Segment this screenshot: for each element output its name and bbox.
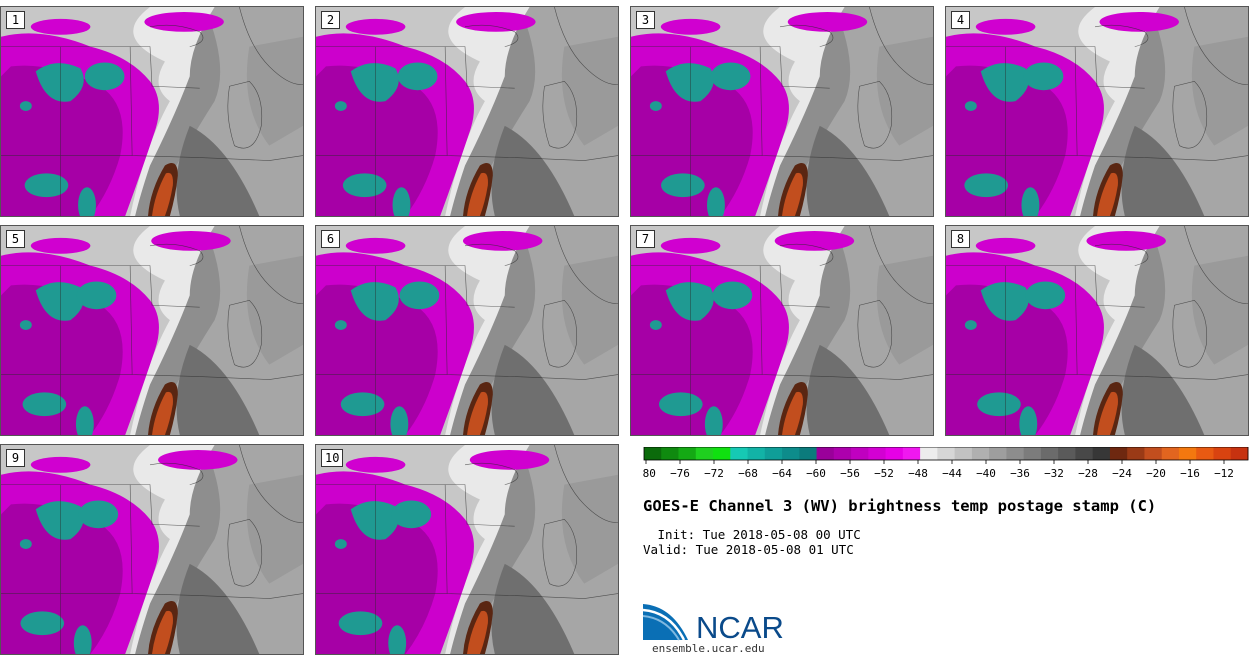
stamp-number: 8 xyxy=(951,230,970,248)
postage-stamp-9: 9 xyxy=(0,444,304,655)
colorbar-segment xyxy=(661,447,679,460)
colorbar-segment xyxy=(989,447,1007,460)
colorbar-segment xyxy=(764,447,783,460)
colorbar-segment xyxy=(747,447,766,460)
colorbar-segment xyxy=(1144,447,1163,460)
colorbar-tick-label: −28 xyxy=(1078,467,1098,480)
postage-stamp-8: 8 xyxy=(945,225,1249,436)
colorbar-segment xyxy=(799,447,817,460)
colorbar-segment xyxy=(1006,447,1025,460)
colorbar-tick-label: −40 xyxy=(976,467,996,480)
colorbar-segment xyxy=(902,447,921,460)
init-time: Init: Tue 2018-05-08 00 UTC xyxy=(650,527,861,542)
colorbar-tick-label: −56 xyxy=(840,467,860,480)
svg-text:NCAR: NCAR xyxy=(696,610,784,644)
colorbar-tick-label: −12 xyxy=(1214,467,1234,480)
postage-stamp-4: 4 xyxy=(945,6,1249,217)
colorbar-tick-label: −44 xyxy=(942,467,962,480)
postage-stamp-3: 3 xyxy=(630,6,934,217)
colorbar-tick-label: −64 xyxy=(772,467,792,480)
colorbar-segment xyxy=(644,447,662,460)
stamp-map-7 xyxy=(631,226,933,435)
colorbar-segment xyxy=(920,447,938,460)
colorbar-segment xyxy=(868,447,886,460)
colorbar-segment xyxy=(1075,447,1094,460)
postage-stamp-6: 6 xyxy=(315,225,619,436)
colorbar-segment xyxy=(1178,447,1197,460)
colorbar-segment xyxy=(678,447,697,460)
stamp-number: 10 xyxy=(321,449,344,467)
stamp-map-10 xyxy=(316,445,618,654)
colorbar-tick-label: −80 xyxy=(643,467,656,480)
ncar-logo: NCAR xyxy=(642,604,784,644)
colorbar-segment xyxy=(1213,447,1232,460)
stamp-number: 1 xyxy=(6,11,25,29)
postage-stamp-5: 5 xyxy=(0,225,304,436)
stamp-number: 5 xyxy=(6,230,25,248)
stamp-number: 2 xyxy=(321,11,340,29)
colorbar-tick-label: −36 xyxy=(1010,467,1030,480)
colorbar-tick-label: −20 xyxy=(1146,467,1166,480)
colorbar-segment xyxy=(816,447,835,460)
colorbar-tick-label: −52 xyxy=(874,467,894,480)
colorbar-tick-label: −60 xyxy=(806,467,826,480)
colorbar-segment xyxy=(1092,447,1111,460)
colorbar-segment xyxy=(1230,447,1249,460)
stamp-number: 7 xyxy=(636,230,655,248)
stamp-map-6 xyxy=(316,226,618,435)
colorbar-segment xyxy=(695,447,714,460)
colorbar-segment xyxy=(1109,447,1128,460)
colorbar-tick-label: −72 xyxy=(704,467,724,480)
colorbar-tick-label: −48 xyxy=(908,467,928,480)
stamp-number: 4 xyxy=(951,11,970,29)
postage-stamp-10: 10 xyxy=(315,444,619,655)
stamp-map-9 xyxy=(1,445,303,654)
site-url: ensemble.ucar.edu xyxy=(652,642,765,655)
stamp-map-2 xyxy=(316,7,618,216)
stamp-number: 9 xyxy=(6,449,25,467)
page-title: GOES-E Channel 3 (WV) brightness temp po… xyxy=(643,497,1157,515)
stamp-number: 3 xyxy=(636,11,655,29)
colorbar-tick-label: −68 xyxy=(738,467,758,480)
colorbar-segment xyxy=(937,447,956,460)
stamp-map-3 xyxy=(631,7,933,216)
colorbar-tick-label: −24 xyxy=(1112,467,1132,480)
stamp-number: 6 xyxy=(321,230,340,248)
valid-time: Valid: Tue 2018-05-08 01 UTC xyxy=(643,542,854,557)
postage-stamp-2: 2 xyxy=(315,6,619,217)
colorbar-segment xyxy=(713,447,731,460)
stamp-map-1 xyxy=(1,7,303,216)
colorbar-segment xyxy=(885,447,904,460)
stamp-map-4 xyxy=(946,7,1248,216)
colorbar-tick-label: −16 xyxy=(1180,467,1200,480)
colorbar-tick-label: −76 xyxy=(670,467,690,480)
stamp-map-5 xyxy=(1,226,303,435)
colorbar-segment xyxy=(1196,447,1214,460)
postage-stamp-7: 7 xyxy=(630,225,934,436)
colorbar: −80 −76 −72 −68 −64 −60 −56 −52 −48 −44 −40 −36 −32 −… xyxy=(643,447,1249,480)
colorbar-segment xyxy=(1127,447,1145,460)
postage-stamp-1: 1 xyxy=(0,6,304,217)
colorbar-segment xyxy=(1161,447,1180,460)
colorbar-segment xyxy=(954,447,973,460)
colorbar-segment xyxy=(1023,447,1042,460)
colorbar-segment xyxy=(782,447,800,460)
colorbar-segment xyxy=(1040,447,1059,460)
colorbar-segment xyxy=(1058,447,1076,460)
colorbar-segment xyxy=(730,447,748,460)
colorbar-segment xyxy=(971,447,990,460)
colorbar-tick-label: −32 xyxy=(1044,467,1064,480)
colorbar-segment xyxy=(851,447,869,460)
colorbar-segment xyxy=(833,447,852,460)
stamp-map-8 xyxy=(946,226,1248,435)
